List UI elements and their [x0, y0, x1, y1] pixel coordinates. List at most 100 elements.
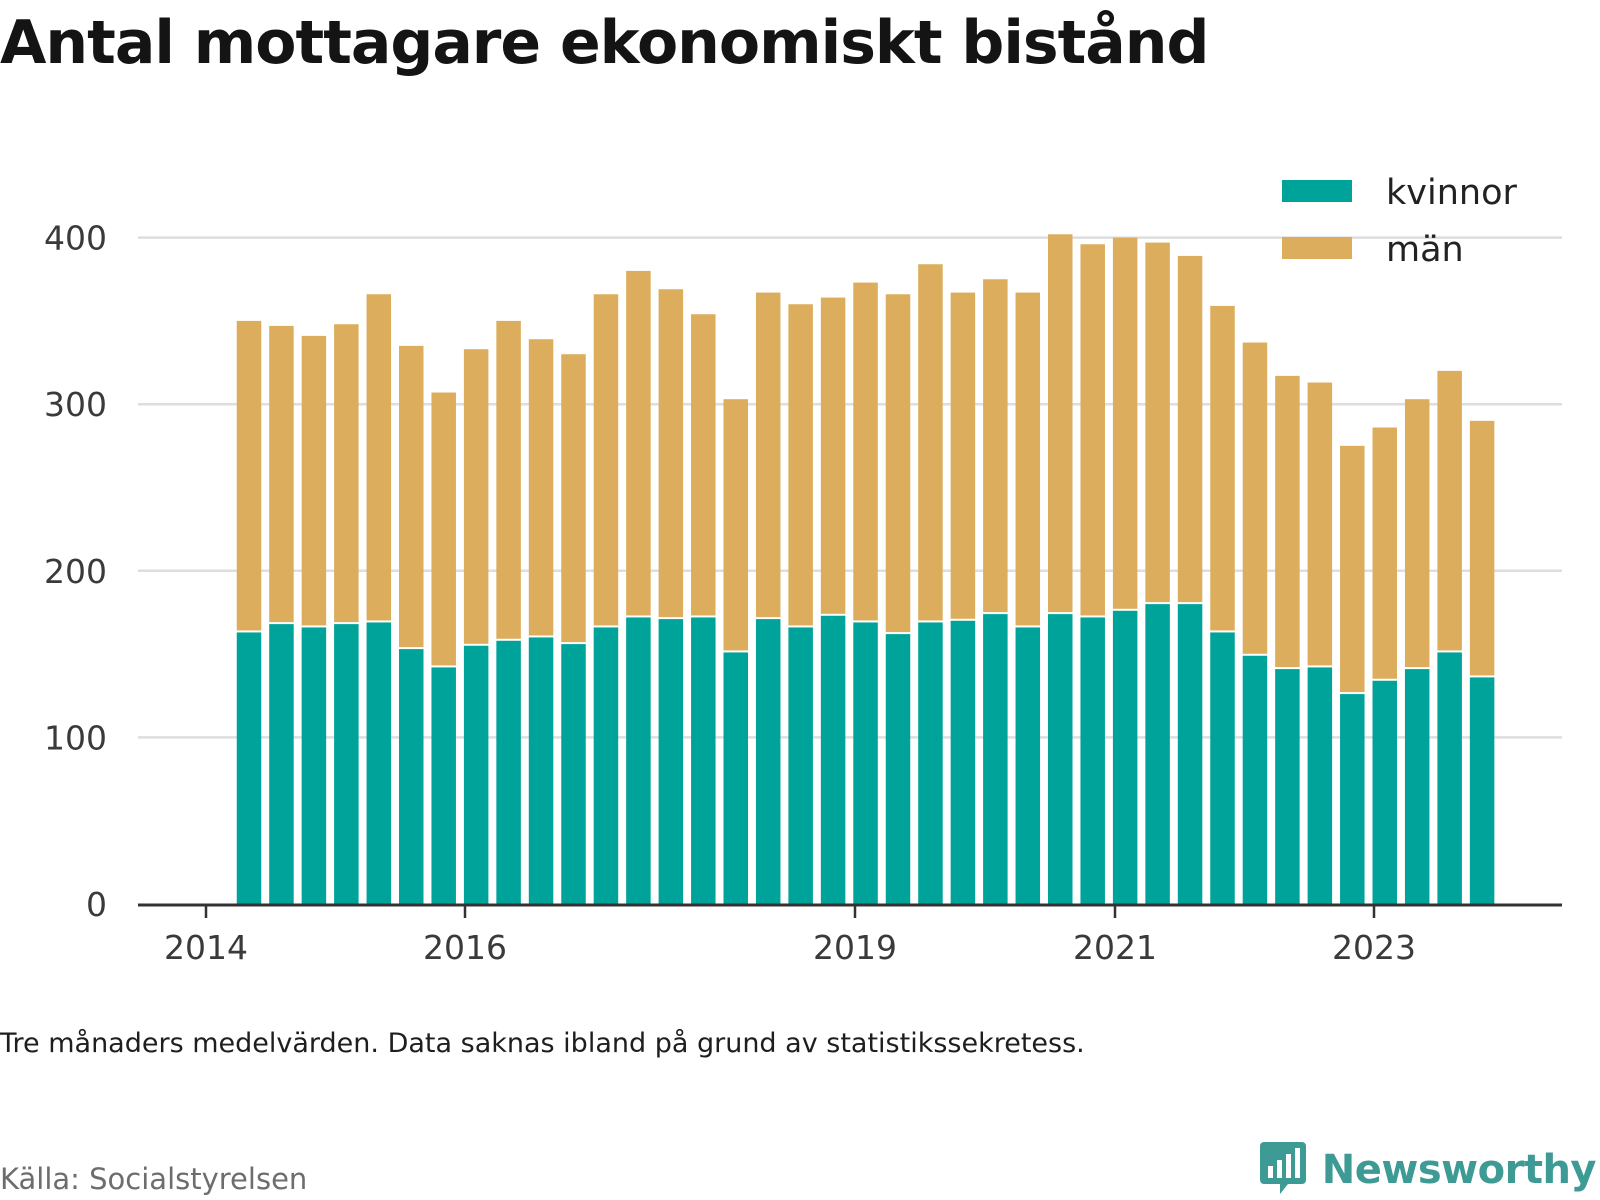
- bar-segment-kvinnor: [399, 649, 424, 904]
- bar-segment-kvinnor: [1080, 617, 1105, 904]
- bar-segment-man: [1177, 255, 1203, 603]
- bar-segment-kvinnor: [691, 617, 716, 904]
- bar-segment-kvinnor: [723, 652, 748, 904]
- x-tick-label: 2021: [1073, 928, 1157, 967]
- bar-segment-kvinnor: [334, 624, 359, 904]
- stacked-bar-chart: 0 100 200 300 400 2014 2016 2019 2021 2023 kvinno…: [44, 173, 1562, 967]
- x-tick-label: 2016: [423, 928, 507, 967]
- bar-segment-kvinnor: [561, 644, 586, 904]
- bar-segment-man: [269, 325, 294, 623]
- bar-segment-man: [1275, 375, 1300, 668]
- x-tick-label: 2014: [164, 928, 248, 967]
- bar-segment-man: [399, 345, 424, 648]
- bar-segment-man: [950, 292, 976, 619]
- chart-axes: 0 100 200 300 400 2014 2016 2019 2021 2023: [44, 219, 1562, 967]
- newsworthy-logo-icon: [1258, 1140, 1308, 1200]
- bar-segment-man: [1307, 382, 1333, 666]
- bar-segment-man: [1015, 292, 1041, 626]
- bar-segment-kvinnor: [626, 617, 651, 904]
- bar-segment-man: [626, 270, 651, 616]
- bar-segment-kvinnor: [236, 632, 262, 904]
- bar-segment-kvinnor: [1210, 632, 1235, 904]
- x-tick-label: 2023: [1332, 928, 1416, 967]
- bar-segment-kvinnor: [1437, 652, 1462, 904]
- bar-segment-man: [561, 354, 586, 643]
- bar-segment-kvinnor: [788, 627, 813, 904]
- bar-segment-kvinnor: [431, 667, 456, 904]
- chart-legend: kvinnor män: [1282, 173, 1517, 270]
- bar-segment-kvinnor: [820, 615, 846, 904]
- bar-segment-man: [1080, 244, 1105, 616]
- y-tick-label: 300: [44, 385, 107, 424]
- bar-segment-kvinnor: [918, 622, 943, 904]
- legend-label: män: [1386, 230, 1464, 270]
- bar-segment-man: [1112, 237, 1138, 609]
- bar-segment-kvinnor: [950, 620, 976, 904]
- brand-name: Newsworthy: [1321, 1147, 1597, 1193]
- source-credit: Källa: Socialstyrelsen: [0, 1162, 308, 1196]
- brand: Newsworthy: [1258, 1140, 1597, 1200]
- bar-segment-kvinnor: [366, 622, 392, 904]
- bar-segment-man: [528, 339, 554, 636]
- bar-segment-man: [334, 324, 359, 623]
- bar-segment-man: [1372, 427, 1397, 679]
- bar-segment-man: [1404, 399, 1430, 668]
- bar-segment-kvinnor: [1112, 610, 1138, 904]
- bar-segment-man: [658, 289, 684, 618]
- bar-segment-kvinnor: [1275, 669, 1300, 904]
- legend-label: kvinnor: [1386, 173, 1517, 213]
- bar-segment-kvinnor: [1048, 614, 1073, 904]
- y-tick-label: 400: [44, 219, 107, 258]
- bar-segment-kvinnor: [301, 627, 327, 904]
- bar-segment-man: [1340, 445, 1365, 693]
- bar-segment-kvinnor: [1307, 667, 1333, 904]
- page-title: Antal mottagare ekonomiskt bistånd: [0, 8, 1209, 78]
- bar-segment-kvinnor: [1372, 680, 1397, 904]
- bar-segment-kvinnor: [1177, 604, 1203, 904]
- bar-segment-man: [788, 304, 813, 626]
- legend-swatch-kvinnor: [1282, 180, 1352, 202]
- bar-segment-man: [885, 294, 911, 633]
- bar-segment-kvinnor: [593, 627, 619, 904]
- bar-segment-kvinnor: [1145, 604, 1170, 904]
- bar-segment-man: [853, 282, 878, 621]
- bar-segment-man: [496, 320, 521, 639]
- bar-segment-man: [983, 279, 1008, 613]
- bar-segment-man: [431, 392, 456, 666]
- bar-segment-man: [1048, 234, 1073, 613]
- bar-segment-kvinnor: [658, 619, 684, 904]
- bar-segment-man: [691, 314, 716, 616]
- bar-segment-man: [1210, 305, 1235, 631]
- bar-segment-man: [236, 320, 262, 631]
- bar-segment-kvinnor: [1242, 655, 1268, 904]
- bar-segment-man: [366, 294, 392, 621]
- bar-segment-man: [1437, 370, 1462, 651]
- bar-segment-kvinnor: [496, 640, 521, 904]
- bar-segment-kvinnor: [983, 614, 1008, 904]
- bar-segment-kvinnor: [528, 637, 554, 904]
- legend-swatch-man: [1282, 237, 1352, 259]
- bar-segment-man: [755, 292, 781, 618]
- y-tick-label: 0: [86, 885, 107, 924]
- bar-segment-man: [723, 399, 748, 651]
- bar-segment-man: [463, 349, 489, 644]
- bar-segment-kvinnor: [1015, 627, 1041, 904]
- bar-segment-kvinnor: [853, 622, 878, 904]
- bar-segment-man: [593, 294, 619, 626]
- bar-segment-man: [301, 335, 327, 626]
- bar-segment-kvinnor: [463, 645, 489, 904]
- bar-segment-kvinnor: [755, 619, 781, 904]
- y-tick-label: 100: [44, 718, 107, 757]
- x-tick-label: 2019: [813, 928, 897, 967]
- bar-segment-kvinnor: [885, 634, 911, 904]
- bar-segment-kvinnor: [269, 624, 294, 904]
- y-tick-label: 200: [44, 552, 107, 591]
- bar-segment-kvinnor: [1340, 694, 1365, 904]
- chart-footnote: Tre månaders medelvärden. Data saknas ib…: [0, 1028, 1085, 1059]
- bar-segment-man: [1469, 420, 1495, 676]
- bar-segment-man: [820, 297, 846, 614]
- bar-segment-man: [918, 264, 943, 621]
- chart-bars: [236, 234, 1495, 904]
- bar-segment-kvinnor: [1404, 669, 1430, 904]
- bar-segment-man: [1242, 342, 1268, 654]
